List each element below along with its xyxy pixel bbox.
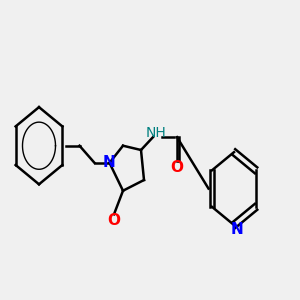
Text: O: O <box>170 160 184 175</box>
Text: N: N <box>231 222 243 237</box>
Text: NH: NH <box>146 126 167 140</box>
Text: N: N <box>103 155 116 170</box>
Text: O: O <box>107 213 121 228</box>
